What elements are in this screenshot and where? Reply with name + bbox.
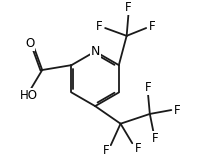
- Text: F: F: [135, 142, 141, 155]
- Text: F: F: [149, 20, 155, 33]
- Text: F: F: [151, 132, 158, 145]
- Text: F: F: [103, 144, 109, 157]
- Text: O: O: [25, 37, 34, 50]
- Text: N: N: [91, 45, 100, 58]
- Text: F: F: [145, 81, 151, 94]
- Text: F: F: [125, 1, 132, 14]
- Text: HO: HO: [20, 89, 38, 102]
- Text: F: F: [174, 103, 181, 117]
- Text: F: F: [96, 20, 103, 33]
